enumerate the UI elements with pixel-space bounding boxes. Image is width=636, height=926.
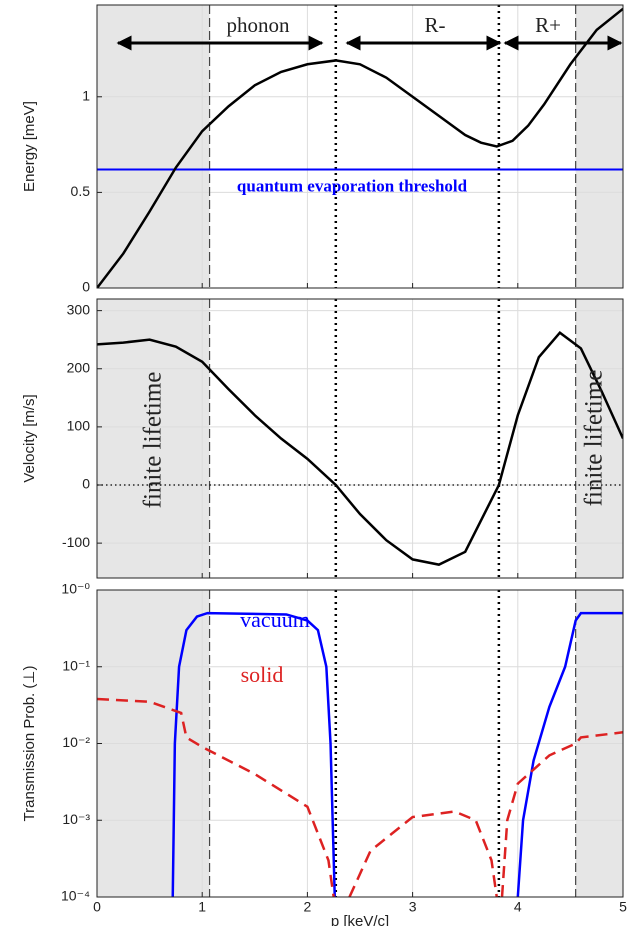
shaded-region — [97, 299, 210, 578]
y-tick-label: 10⁻¹ — [62, 657, 90, 673]
shaded-region — [97, 5, 210, 288]
series-label: vacuum — [240, 607, 310, 632]
y-axis-label: Energy [meV] — [21, 101, 38, 192]
series-line — [97, 697, 623, 897]
x-tick-label: 2 — [304, 899, 312, 915]
axes-frame — [96, 589, 624, 898]
hline-label: quantum evaporation threshold — [237, 176, 468, 195]
y-tick-label: 0 — [82, 279, 90, 295]
y-tick-label: 0.5 — [71, 183, 91, 199]
x-tick-label: 5 — [619, 899, 627, 915]
y-tick-label: 100 — [67, 418, 91, 434]
y-axis-label: Velocity [m/s] — [21, 394, 38, 482]
x-axis-label: p [keV/c] — [331, 913, 389, 926]
shaded-region — [575, 299, 623, 578]
y-axis-label: Transmission Prob. (⊥) — [21, 666, 38, 822]
finite-lifetime-label: finite lifetime — [140, 372, 167, 509]
x-tick-label: 0 — [93, 899, 101, 915]
y-tick-label: 300 — [67, 301, 91, 317]
region-label: R+ — [535, 13, 561, 37]
series-label: solid — [241, 662, 284, 687]
y-tick-label: 10⁻⁴ — [61, 888, 90, 904]
y-tick-label: 200 — [67, 359, 91, 375]
series-line — [171, 611, 623, 897]
region-label: R- — [425, 13, 446, 37]
x-tick-label: 1 — [198, 899, 206, 915]
y-tick-label: 10⁻³ — [62, 811, 90, 827]
series-line — [97, 331, 623, 566]
shaded-region — [575, 5, 623, 288]
y-tick-label: 0 — [82, 476, 90, 492]
x-tick-label: 3 — [409, 899, 417, 915]
finite-lifetime-label: finite lifetime — [581, 370, 608, 507]
y-tick-label: 10⁻⁰ — [61, 581, 90, 597]
y-tick-label: -100 — [62, 534, 90, 550]
x-tick-label: 4 — [514, 899, 522, 915]
series-line — [97, 7, 623, 288]
region-label: phonon — [227, 13, 291, 37]
y-tick-label: 10⁻² — [62, 734, 90, 750]
y-tick-label: 1 — [82, 87, 90, 103]
axes-frame — [96, 4, 624, 289]
axes-frame — [96, 298, 624, 579]
